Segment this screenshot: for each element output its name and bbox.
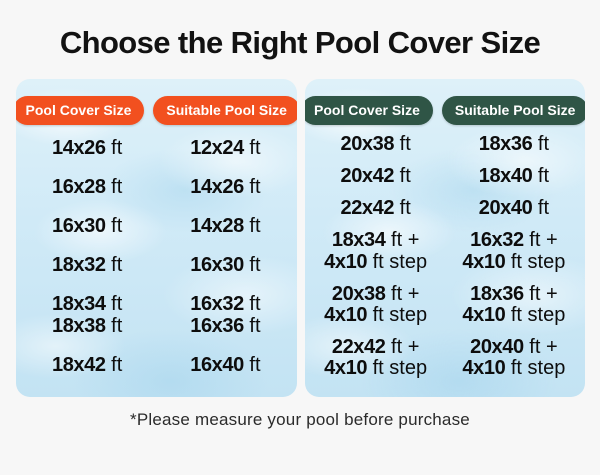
panel-step-sizes: Pool Cover Size Suitable Pool Size 20x38… bbox=[304, 79, 586, 397]
size-line: 18x36 ft + bbox=[470, 282, 558, 305]
size-row: 18x32 ft 16x30 ft bbox=[18, 254, 295, 277]
pool-size-cell: 12x24 ft bbox=[156, 136, 294, 159]
size-line: 20x40 ft bbox=[478, 197, 550, 220]
pool-size-cell: 16x40 ft bbox=[156, 353, 294, 376]
size-line: 18x36 ft bbox=[478, 133, 550, 156]
cover-size-cell: 20x38 ft bbox=[307, 133, 445, 156]
panel-standard-header: Pool Cover Size Suitable Pool Size bbox=[16, 96, 297, 125]
size-line: 16x30 ft bbox=[51, 215, 123, 238]
size-line: 4x10 ft step bbox=[324, 357, 428, 380]
size-line: 18x42 ft bbox=[51, 353, 123, 376]
size-line: 20x40 ft + bbox=[470, 335, 558, 358]
size-line: 20x42 ft bbox=[340, 165, 411, 188]
suitable-pool-size-badge: Suitable Pool Size bbox=[441, 96, 585, 125]
size-line: 16x32 ft + bbox=[470, 229, 558, 252]
cover-size-cell: 16x30 ft bbox=[18, 215, 156, 238]
size-line: 14x28 ft bbox=[190, 215, 261, 238]
size-line: 12x24 ft bbox=[190, 136, 261, 159]
size-panels: Pool Cover Size Suitable Pool Size 14x26… bbox=[16, 79, 585, 397]
cover-size-cell: 18x32 ft bbox=[18, 254, 156, 277]
cover-size-cell: 18x42 ft bbox=[18, 353, 156, 376]
size-line: 4x10 ft step bbox=[462, 357, 566, 380]
size-row: 18x34 ft 18x38 ft 16x32 ft 16x36 ft bbox=[18, 293, 295, 337]
size-line: 4x10 ft step bbox=[462, 303, 566, 326]
cover-size-cell: 22x42 ft +4x10 ft step bbox=[307, 335, 445, 380]
size-row: 22x42 ft 20x40 ft bbox=[307, 197, 584, 220]
pool-cover-size-badge: Pool Cover Size bbox=[304, 96, 433, 125]
pool-size-cell: 16x32 ft 16x36 ft bbox=[156, 293, 294, 337]
size-row: 14x26 ft 12x24 ft bbox=[18, 136, 295, 159]
size-line: 22x42 ft bbox=[340, 197, 411, 220]
size-line: 18x40 ft bbox=[478, 165, 550, 188]
size-line: 16x40 ft bbox=[190, 353, 261, 376]
pool-cover-size-badge: Pool Cover Size bbox=[16, 96, 145, 125]
size-line: 18x38 ft bbox=[51, 314, 123, 337]
measure-disclaimer: *Please measure your pool before purchas… bbox=[130, 410, 470, 429]
pool-size-cell: 16x32 ft +4x10 ft step bbox=[445, 229, 583, 273]
size-line: 16x28 ft bbox=[51, 175, 123, 198]
size-line: 16x30 ft bbox=[190, 254, 261, 277]
cover-size-cell: 14x26 ft bbox=[18, 136, 156, 159]
panel-standard-sizes: Pool Cover Size Suitable Pool Size 14x26… bbox=[16, 79, 297, 397]
size-row: 18x42 ft 16x40 ft bbox=[18, 353, 295, 376]
step-size-table: 20x38 ft 18x36 ft 20x42 ft 18x40 ft 22x42 ft… bbox=[305, 125, 586, 393]
pool-size-cell: 18x36 ft bbox=[445, 133, 583, 156]
standard-size-table: 14x26 ft 12x24 ft 16x28 ft 14x26 ft 16x30 ft… bbox=[16, 125, 297, 393]
pool-size-cell: 14x26 ft bbox=[156, 175, 294, 198]
pool-size-cell: 16x30 ft bbox=[156, 254, 294, 277]
size-line: 4x10 ft step bbox=[324, 303, 428, 326]
size-row: 16x30 ft 14x28 ft bbox=[18, 215, 295, 238]
suitable-pool-size-badge: Suitable Pool Size bbox=[153, 96, 297, 125]
cover-size-cell: 22x42 ft bbox=[307, 197, 445, 220]
pool-size-cell: 18x40 ft bbox=[445, 165, 583, 188]
size-line: 18x32 ft bbox=[51, 254, 123, 277]
cover-size-cell: 20x42 ft bbox=[307, 165, 445, 188]
pool-size-cell: 14x28 ft bbox=[156, 215, 294, 238]
size-row: 20x38 ft +4x10 ft step 18x36 ft +4x10 ft … bbox=[307, 282, 584, 327]
size-line: 16x32 ft bbox=[190, 293, 261, 316]
size-line: 4x10 ft step bbox=[324, 250, 428, 273]
panel-step-header: Pool Cover Size Suitable Pool Size bbox=[304, 96, 585, 125]
size-line: 16x36 ft bbox=[190, 314, 261, 337]
pool-size-cell: 20x40 ft bbox=[445, 197, 583, 220]
cover-size-cell: 18x34 ft 18x38 ft bbox=[18, 293, 156, 337]
pool-cover-size-infographic: Choose the Right Pool Cover Size Pool Co… bbox=[0, 25, 600, 475]
size-row: 16x28 ft 14x26 ft bbox=[18, 175, 295, 198]
size-line: 4x10 ft step bbox=[462, 250, 566, 273]
size-line: 20x38 ft + bbox=[331, 282, 420, 305]
page-title: Choose the Right Pool Cover Size bbox=[59, 25, 541, 60]
size-row: 20x38 ft 18x36 ft bbox=[307, 133, 584, 156]
size-row: 18x34 ft +4x10 ft step 16x32 ft +4x10 ft … bbox=[307, 229, 584, 273]
pool-size-cell: 20x40 ft +4x10 ft step bbox=[445, 335, 583, 380]
cover-size-cell: 20x38 ft +4x10 ft step bbox=[307, 282, 445, 327]
size-line: 20x38 ft bbox=[340, 133, 411, 156]
size-line: 18x34 ft bbox=[51, 293, 123, 316]
size-row: 20x42 ft 18x40 ft bbox=[307, 165, 584, 188]
size-line: 14x26 ft bbox=[51, 136, 123, 159]
size-line: 18x34 ft + bbox=[331, 229, 420, 252]
cover-size-cell: 16x28 ft bbox=[18, 175, 156, 198]
size-line: 14x26 ft bbox=[190, 175, 261, 198]
size-line: 22x42 ft + bbox=[331, 335, 420, 358]
pool-size-cell: 18x36 ft +4x10 ft step bbox=[445, 282, 583, 327]
size-row: 22x42 ft +4x10 ft step 20x40 ft +4x10 ft … bbox=[307, 335, 584, 380]
cover-size-cell: 18x34 ft +4x10 ft step bbox=[307, 229, 445, 273]
